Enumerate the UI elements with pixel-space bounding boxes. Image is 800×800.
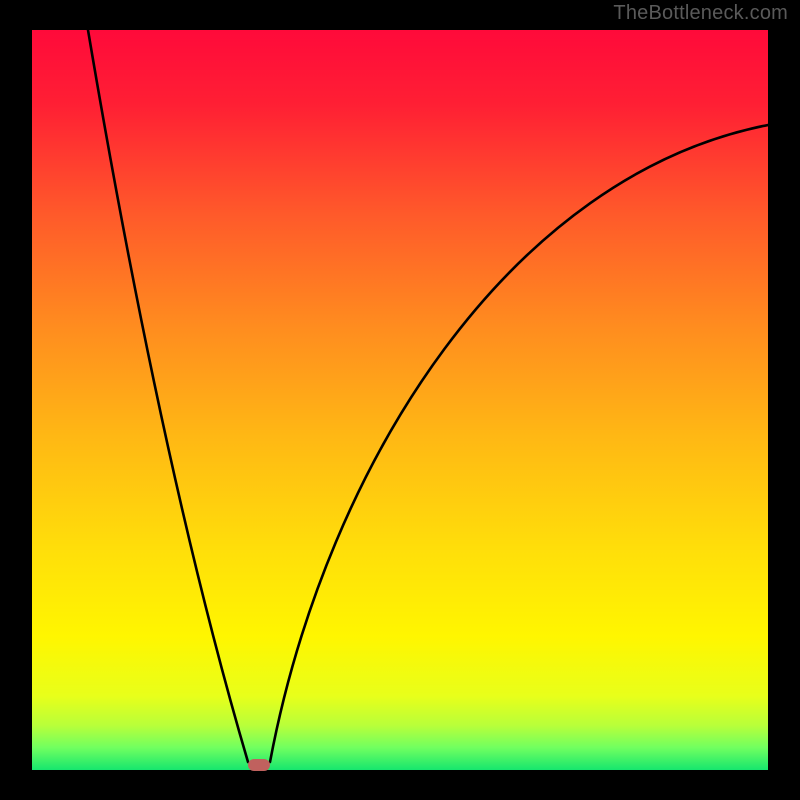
attribution-text: TheBottleneck.com	[613, 2, 788, 25]
plot-area	[32, 30, 768, 770]
bottleneck-curve	[32, 30, 768, 770]
minimum-marker	[248, 759, 270, 771]
